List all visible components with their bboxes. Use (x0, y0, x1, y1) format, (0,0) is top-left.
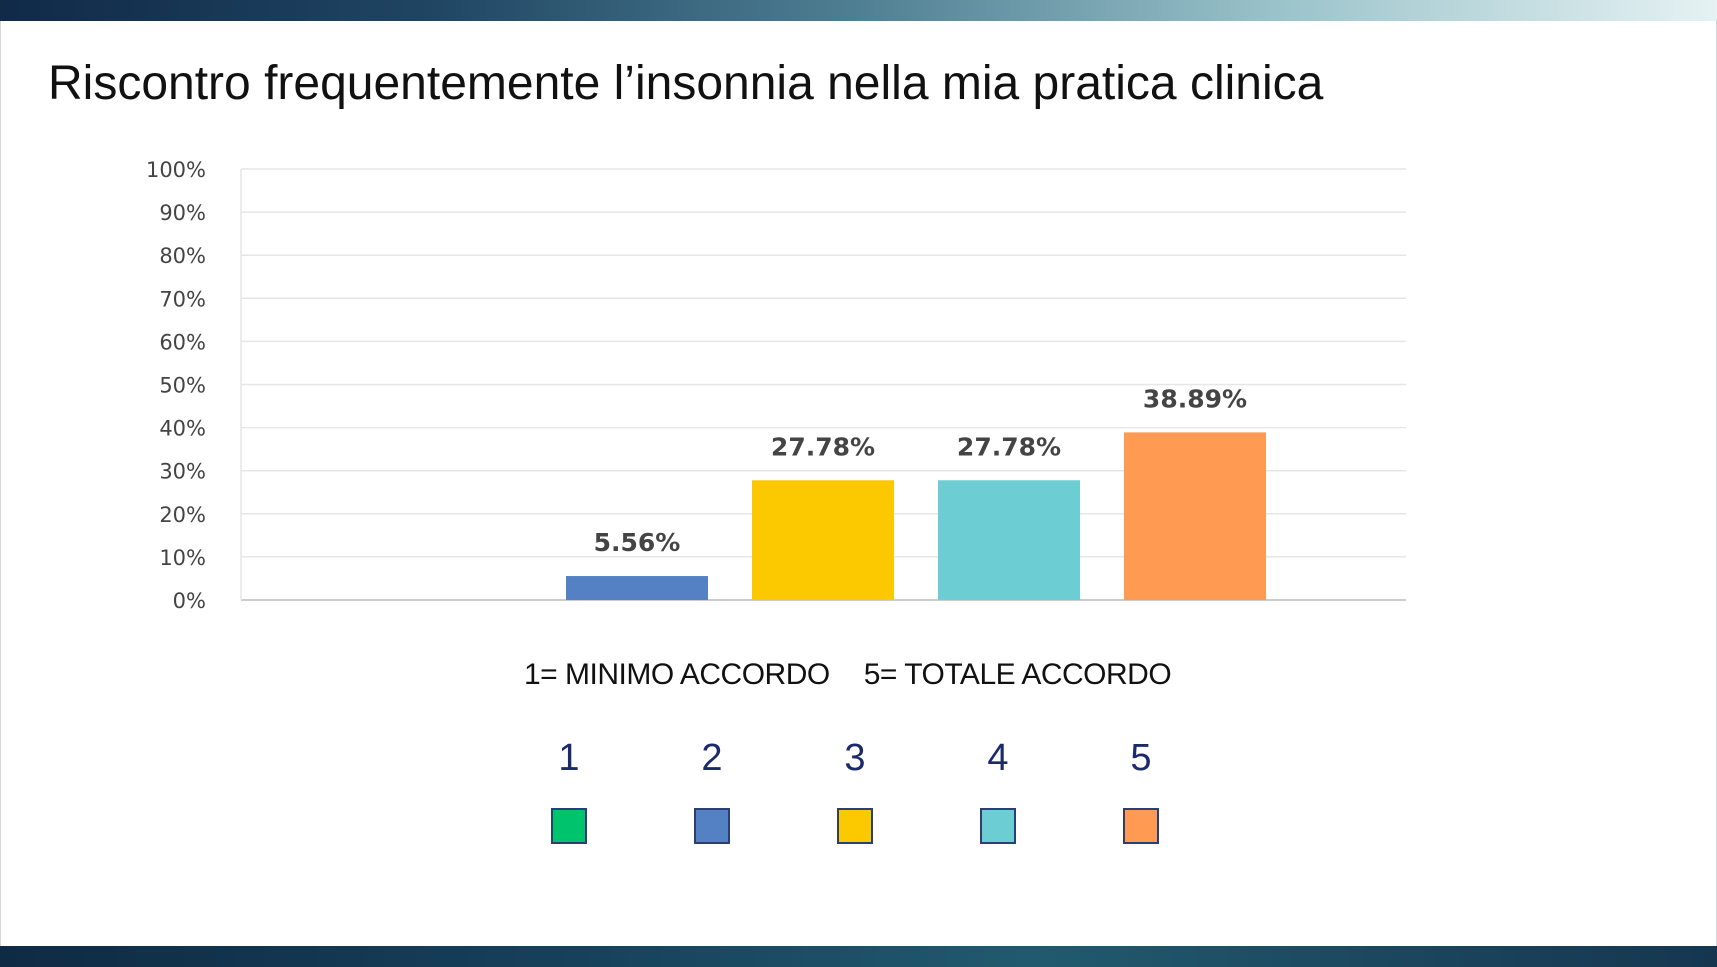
data-label: 27.78% (771, 432, 875, 461)
scale-max-label: 5= TOTALE ACCORDO (863, 658, 1172, 691)
slide-title: Riscontro frequentemente l’insonnia nell… (48, 57, 1324, 110)
legend-swatch (551, 808, 587, 844)
y-tick-label: 30% (159, 460, 206, 484)
data-label: 38.89% (1143, 384, 1247, 413)
legend-number: 3 (844, 737, 866, 779)
bar-3 (752, 480, 894, 600)
legend-number: 2 (701, 737, 723, 779)
data-label: 27.78% (957, 432, 1061, 461)
legend-number: 1 (558, 737, 580, 779)
y-tick-label: 40% (159, 417, 206, 441)
legend-item-2: 2 (682, 736, 742, 844)
legend-swatch (980, 808, 1016, 844)
scale-min-label: 1= MINIMO ACCORDO (524, 658, 830, 691)
legend-number: 4 (987, 737, 1009, 779)
y-tick-label: 10% (159, 546, 206, 570)
legend-item-1: 1 (539, 736, 599, 844)
bottom-decorative-bar (0, 946, 1717, 967)
scale-note: 1= MINIMO ACCORDO 5= TOTALE ACCORDO (524, 658, 1172, 692)
legend-item-3: 3 (825, 736, 885, 844)
y-tick-label: 20% (159, 503, 206, 527)
bar-4 (938, 480, 1080, 600)
y-tick-label: 90% (159, 201, 206, 225)
legend-item-5: 5 (1111, 736, 1171, 844)
y-tick-label: 60% (159, 330, 206, 354)
data-label: 5.56% (594, 528, 681, 557)
legend-item-4: 4 (968, 736, 1028, 844)
y-tick-label: 80% (159, 244, 206, 268)
bar-2 (566, 576, 708, 600)
legend-swatch (1123, 808, 1159, 844)
y-tick-label: 100% (146, 158, 206, 182)
bar-5 (1124, 432, 1266, 600)
top-decorative-bar (0, 0, 1717, 21)
y-tick-label: 0% (173, 589, 206, 613)
legend-swatch (694, 808, 730, 844)
legend-number: 5 (1130, 737, 1152, 779)
legend-swatch (837, 808, 873, 844)
y-tick-label: 70% (159, 287, 206, 311)
y-tick-label: 50% (159, 374, 206, 398)
